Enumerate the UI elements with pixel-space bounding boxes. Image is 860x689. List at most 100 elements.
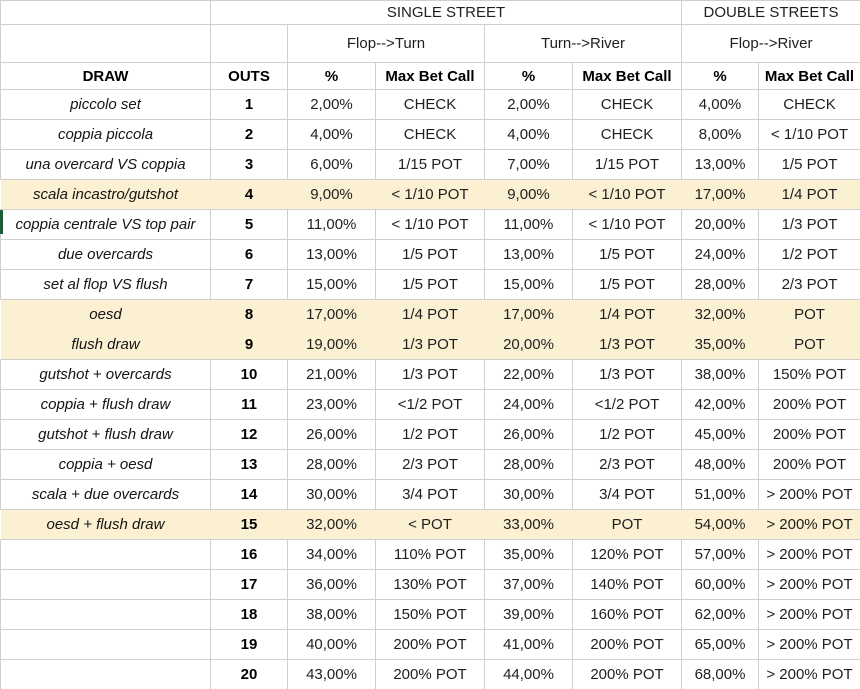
maxbet-turn-river-cell: 120% POT — [572, 539, 682, 570]
maxbet-turn-river-cell: 160% POT — [572, 599, 682, 630]
maxbet-flop-river-cell: < 1/10 POT — [758, 119, 860, 150]
header-turn-river: Turn-->River — [484, 24, 682, 63]
maxbet-flop-turn-cell: 1/5 POT — [375, 269, 485, 300]
pct-flop-turn-cell: 9,00% — [287, 179, 376, 210]
maxbet-flop-turn-cell: < 1/10 POT — [375, 179, 485, 210]
pct-flop-river-cell: 57,00% — [681, 539, 759, 570]
maxbet-turn-river-cell: 140% POT — [572, 569, 682, 600]
pct-turn-river-cell: 2,00% — [484, 89, 573, 120]
maxbet-turn-river-cell: <1/2 POT — [572, 389, 682, 420]
draw-name-cell: coppia piccola — [0, 119, 211, 150]
maxbet-flop-river-cell: 2/3 POT — [758, 269, 860, 300]
header-flop-river: Flop-->River — [681, 24, 860, 63]
column-header-pct-turn-river: % — [484, 62, 573, 90]
draw-name-cell: oesd — [0, 299, 211, 330]
outs-cell: 3 — [210, 149, 288, 180]
maxbet-turn-river-cell: 1/3 POT — [572, 359, 682, 390]
maxbet-flop-turn-cell: 1/3 POT — [375, 329, 485, 360]
draw-name-cell: flush draw — [0, 329, 211, 360]
draw-name-cell — [0, 659, 211, 689]
table-row: scala + due overcards 14 30,00% 3/4 POT … — [0, 479, 860, 510]
pct-flop-river-cell: 62,00% — [681, 599, 759, 630]
column-header-pct-flop-river: % — [681, 62, 759, 90]
header-row-columns: DRAW OUTS % Max Bet Call % Max Bet Call … — [0, 62, 860, 90]
maxbet-flop-turn-cell: 200% POT — [375, 629, 485, 660]
maxbet-turn-river-cell: 200% POT — [572, 659, 682, 689]
draw-name-cell: una overcard VS coppia — [0, 149, 211, 180]
outs-cell: 4 — [210, 179, 288, 210]
pct-flop-turn-cell: 26,00% — [287, 419, 376, 450]
outs-cell: 16 — [210, 539, 288, 570]
pct-flop-turn-cell: 40,00% — [287, 629, 376, 660]
pct-flop-river-cell: 4,00% — [681, 89, 759, 120]
draw-name-cell: scala incastro/gutshot — [0, 179, 211, 210]
pct-flop-turn-cell: 11,00% — [287, 209, 376, 240]
header-row-transitions: Flop-->Turn Turn-->River Flop-->River — [0, 24, 860, 63]
maxbet-flop-river-cell: > 200% POT — [758, 569, 860, 600]
pct-flop-turn-cell: 43,00% — [287, 659, 376, 689]
outs-cell: 6 — [210, 239, 288, 270]
maxbet-turn-river-cell: 1/2 POT — [572, 419, 682, 450]
table-row: gutshot + overcards 10 21,00% 1/3 POT 22… — [0, 359, 860, 390]
maxbet-flop-river-cell: 1/5 POT — [758, 149, 860, 180]
pct-flop-turn-cell: 6,00% — [287, 149, 376, 180]
column-header-maxbet-turn-river: Max Bet Call — [572, 62, 682, 90]
pct-turn-river-cell: 13,00% — [484, 239, 573, 270]
table-row: coppia piccola 2 4,00% CHECK 4,00% CHECK… — [0, 119, 860, 150]
draw-name-cell: coppia + oesd — [0, 449, 211, 480]
pct-flop-river-cell: 20,00% — [681, 209, 759, 240]
header-row-streets: SINGLE STREET DOUBLE STREETS — [0, 0, 860, 25]
pct-turn-river-cell: 39,00% — [484, 599, 573, 630]
outs-cell: 17 — [210, 569, 288, 600]
table-row: coppia + oesd 13 28,00% 2/3 POT 28,00% 2… — [0, 449, 860, 480]
pct-flop-turn-cell: 32,00% — [287, 509, 376, 540]
pct-flop-river-cell: 54,00% — [681, 509, 759, 540]
draw-name-cell — [0, 599, 211, 630]
maxbet-flop-turn-cell: 2/3 POT — [375, 449, 485, 480]
outs-cell: 8 — [210, 299, 288, 330]
pct-flop-river-cell: 24,00% — [681, 239, 759, 270]
pct-flop-river-cell: 8,00% — [681, 119, 759, 150]
table-row: oesd 8 17,00% 1/4 POT 17,00% 1/4 POT 32,… — [0, 299, 860, 330]
table-row: flush draw 9 19,00% 1/3 POT 20,00% 1/3 P… — [0, 329, 860, 360]
outs-cell: 5 — [210, 209, 288, 240]
pct-flop-river-cell: 51,00% — [681, 479, 759, 510]
draw-name-cell: gutshot + overcards — [0, 359, 211, 390]
row5-green-edge-marker — [0, 210, 3, 234]
draw-name-cell: scala + due overcards — [0, 479, 211, 510]
pct-turn-river-cell: 24,00% — [484, 389, 573, 420]
outs-cell: 1 — [210, 89, 288, 120]
pct-flop-river-cell: 38,00% — [681, 359, 759, 390]
maxbet-turn-river-cell: 1/4 POT — [572, 299, 682, 330]
pct-flop-turn-cell: 19,00% — [287, 329, 376, 360]
draw-name-cell: gutshot + flush draw — [0, 419, 211, 450]
outs-cell: 2 — [210, 119, 288, 150]
table-row: scala incastro/gutshot 4 9,00% < 1/10 PO… — [0, 179, 860, 210]
outs-cell: 12 — [210, 419, 288, 450]
outs-cell: 13 — [210, 449, 288, 480]
maxbet-flop-turn-cell: 1/3 POT — [375, 359, 485, 390]
maxbet-flop-turn-cell: < POT — [375, 509, 485, 540]
pct-flop-river-cell: 60,00% — [681, 569, 759, 600]
table-row: 20 43,00% 200% POT 44,00% 200% POT 68,00… — [0, 659, 860, 689]
pct-flop-river-cell: 45,00% — [681, 419, 759, 450]
pct-turn-river-cell: 44,00% — [484, 659, 573, 689]
maxbet-flop-turn-cell: CHECK — [375, 119, 485, 150]
pct-flop-turn-cell: 36,00% — [287, 569, 376, 600]
pct-flop-turn-cell: 23,00% — [287, 389, 376, 420]
maxbet-flop-river-cell: 200% POT — [758, 449, 860, 480]
pct-flop-turn-cell: 21,00% — [287, 359, 376, 390]
table-body: piccolo set 1 2,00% CHECK 2,00% CHECK 4,… — [0, 89, 860, 689]
maxbet-flop-turn-cell: 1/15 POT — [375, 149, 485, 180]
header-flop-turn: Flop-->Turn — [287, 24, 485, 63]
maxbet-flop-turn-cell: 1/5 POT — [375, 239, 485, 270]
maxbet-flop-turn-cell: 130% POT — [375, 569, 485, 600]
table-row: oesd + flush draw 15 32,00% < POT 33,00%… — [0, 509, 860, 540]
pct-turn-river-cell: 41,00% — [484, 629, 573, 660]
table-row: 16 34,00% 110% POT 35,00% 120% POT 57,00… — [0, 539, 860, 570]
pct-flop-turn-cell: 38,00% — [287, 599, 376, 630]
outs-cell: 14 — [210, 479, 288, 510]
draw-name-cell: coppia + flush draw — [0, 389, 211, 420]
maxbet-turn-river-cell: CHECK — [572, 119, 682, 150]
outs-cell: 11 — [210, 389, 288, 420]
